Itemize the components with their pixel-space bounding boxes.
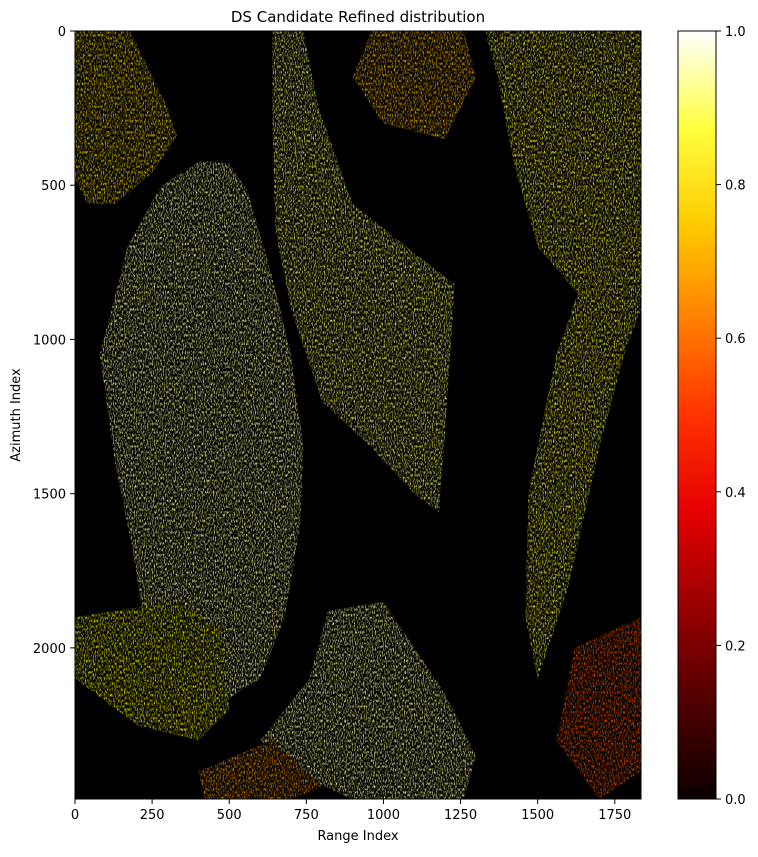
- colorbar-tick-label: 1.0: [725, 25, 746, 40]
- colorbar-tick-label: 0.6: [725, 332, 746, 347]
- region-lower-right-patch: [556, 617, 641, 799]
- colorbar-tick-label: 0.4: [725, 486, 746, 501]
- x-tick-label: 750: [294, 808, 319, 823]
- y-tick-label: 1000: [33, 333, 66, 348]
- x-tick-label: 0: [71, 808, 79, 823]
- x-tick-label: 1000: [367, 808, 400, 823]
- region-left-central-ridge: [99, 160, 304, 710]
- x-axis: 0 250 500 750 1000 1250 1500 1750: [71, 799, 631, 823]
- x-axis-label: Range Index: [317, 829, 398, 844]
- colorbar-tick-label: 0.0: [725, 793, 746, 808]
- colorbar-tick-label: 0.8: [725, 179, 746, 194]
- x-tick-label: 250: [140, 808, 165, 823]
- y-tick-label: 0: [58, 25, 66, 40]
- x-tick-label: 500: [217, 808, 242, 823]
- region-central-diagonal: [272, 31, 455, 513]
- plot-frame: [74, 30, 642, 800]
- region-right-strip: [485, 31, 641, 679]
- y-tick-label: 2000: [33, 642, 66, 657]
- x-tick-label: 1750: [598, 808, 631, 823]
- colorbar-tick-label: 0.2: [725, 639, 746, 654]
- heatmap-regions: [75, 31, 641, 799]
- x-tick-label: 1500: [521, 808, 554, 823]
- y-axis: 0 500 1000 1500 2000: [33, 25, 75, 657]
- y-tick-label: 1500: [33, 488, 66, 503]
- colorbar: [677, 30, 717, 800]
- region-lower-left-cluster: [75, 601, 230, 741]
- y-axis-label: Azimuth Index: [9, 368, 24, 462]
- chart-title: DS Candidate Refined distribution: [231, 8, 485, 26]
- region-lower-central-cluster: [260, 601, 476, 799]
- region-upper-middle: [352, 31, 476, 139]
- x-tick-label: 1250: [444, 808, 477, 823]
- region-bottom-left-band: [198, 740, 322, 799]
- y-tick-label: 500: [41, 179, 66, 194]
- region-upper-left-strip: [75, 31, 177, 204]
- colorbar-ticks: 0.0 0.2 0.4 0.6 0.8 1.0: [716, 25, 746, 808]
